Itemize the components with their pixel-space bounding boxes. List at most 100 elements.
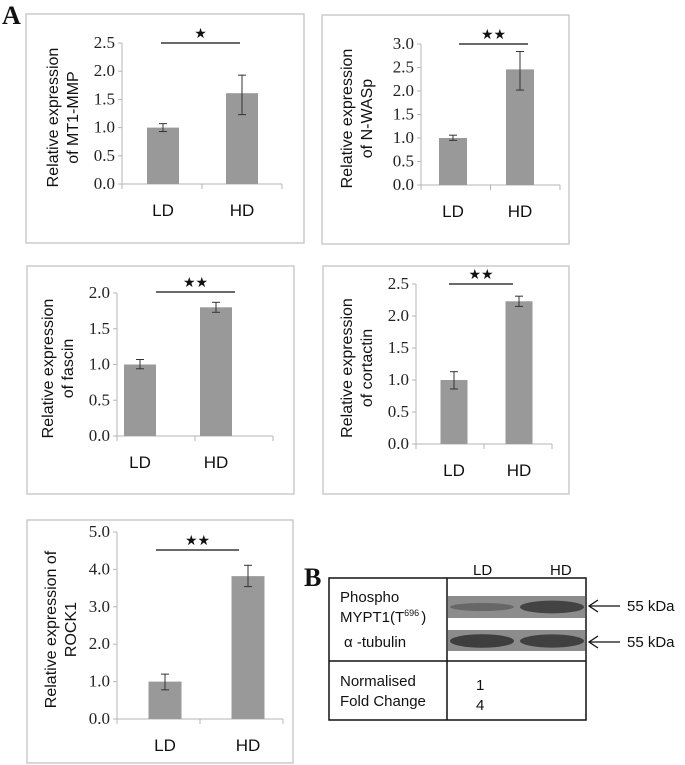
category-label-hd: HD bbox=[230, 201, 255, 220]
category-label-hd: HD bbox=[236, 736, 261, 755]
blot-column-hd: HD bbox=[550, 562, 572, 579]
blot-row1-label-line1: Phospho bbox=[340, 589, 399, 606]
fold-change-label-line2: Fold Change bbox=[340, 693, 426, 710]
bar-ld bbox=[124, 364, 156, 436]
y-axis-label: Relative expression bbox=[45, 48, 62, 188]
y-tick-label: 1.5 bbox=[393, 105, 414, 124]
y-tick-label: 1.5 bbox=[388, 338, 409, 357]
category-label-hd: HD bbox=[508, 202, 533, 221]
category-label-ld: LD bbox=[443, 461, 465, 480]
y-tick-label: 2.0 bbox=[89, 634, 110, 653]
arrow-icon bbox=[587, 635, 620, 649]
chart-frame bbox=[25, 13, 305, 244]
chart-frame bbox=[26, 519, 294, 764]
y-tick-label: 0.0 bbox=[393, 175, 414, 194]
bar-chart-3: 0.0 0.5 1.0 1.5 2.0 LD HD ★★ Relative expression… bbox=[26, 265, 295, 495]
blot-row1-marker: 55 kDa bbox=[627, 598, 675, 615]
category-label-ld: LD bbox=[129, 453, 151, 472]
y-tick-label: 2.5 bbox=[393, 58, 414, 77]
y-tick-label: 3.0 bbox=[89, 597, 110, 616]
y-tick-label: 1.5 bbox=[94, 89, 115, 108]
y-tick-label: 1.0 bbox=[89, 355, 110, 374]
blot-band-hd bbox=[520, 634, 584, 648]
y-tick-label: 5.0 bbox=[89, 522, 110, 541]
y-tick-label: 0.5 bbox=[393, 152, 414, 171]
bar-ld bbox=[147, 127, 179, 184]
y-tick-label: 1.5 bbox=[89, 319, 110, 338]
blot-strip-2 bbox=[448, 630, 585, 651]
bar-ld bbox=[439, 138, 467, 185]
y-tick-label: 2.0 bbox=[94, 61, 115, 80]
y-tick-label: 0.0 bbox=[388, 434, 409, 453]
category-label-ld: LD bbox=[154, 736, 176, 755]
category-label-ld: LD bbox=[152, 201, 174, 220]
y-tick-label: 0.5 bbox=[94, 146, 115, 165]
fold-change-value-hd: 4 bbox=[476, 697, 484, 714]
y-axis-label: of N-WASp bbox=[359, 79, 376, 159]
chart-frame bbox=[321, 14, 570, 245]
y-axis-label: Relative expression bbox=[339, 49, 356, 189]
blot-row1-label-close: ) bbox=[421, 609, 426, 626]
y-axis-label: of fascin bbox=[60, 339, 77, 399]
blot-strip-1 bbox=[448, 596, 585, 618]
blot-column-ld: LD bbox=[473, 562, 492, 579]
significance-star-icon: ★ bbox=[194, 26, 207, 42]
bar-hd bbox=[505, 301, 533, 444]
y-tick-label: 4.0 bbox=[89, 559, 110, 578]
bar-chart-1: 0.0 0.5 1.0 1.5 2.0 2.5 LD HD ★ Relative expressi… bbox=[25, 13, 305, 244]
panel-b-label: B bbox=[304, 563, 321, 592]
y-axis-label: of cortactin bbox=[359, 329, 376, 407]
bar-chart-2: 0.0 0.5 1.0 1.5 2.0 2.5 3.0 LD HD ★★ Relative expr… bbox=[321, 14, 570, 245]
blot-band-hd bbox=[520, 600, 584, 614]
y-tick-label: 1.0 bbox=[94, 118, 115, 137]
fold-change-label-line1: Normalised bbox=[340, 673, 416, 690]
y-axis-label: Relative expression bbox=[339, 298, 356, 438]
y-tick-label: 1.0 bbox=[393, 128, 414, 147]
bar-charts: 0.0 0.5 1.0 1.5 2.0 2.5 LD HD ★ Relative expressi… bbox=[25, 13, 570, 764]
y-tick-label: 2.5 bbox=[94, 33, 115, 52]
blot-row1-label-main: MYPT1(T bbox=[340, 609, 404, 626]
y-tick-label: 0.0 bbox=[89, 426, 110, 445]
y-axis-label: Relative expression of bbox=[43, 550, 60, 708]
category-label-hd: HD bbox=[507, 461, 532, 480]
bar-chart-4: 0.0 0.5 1.0 1.5 2.0 2.5 LD HD ★★ Relative express… bbox=[322, 265, 570, 495]
significance-star-icon: ★★ bbox=[183, 275, 208, 291]
significance-star-icon: ★★ bbox=[481, 27, 506, 43]
y-tick-label: 2.0 bbox=[89, 283, 110, 302]
chart-frame bbox=[26, 265, 295, 495]
y-tick-label: 0.0 bbox=[94, 174, 115, 193]
blot-row2-label: α -tubulin bbox=[344, 634, 406, 651]
category-label-ld: LD bbox=[442, 202, 464, 221]
y-tick-label: 0.0 bbox=[89, 709, 110, 728]
y-axis-label: ROCK1 bbox=[63, 602, 80, 657]
arrow-icon bbox=[587, 599, 620, 613]
blot-images bbox=[448, 596, 585, 651]
bar-hd bbox=[231, 576, 265, 719]
blot-row1-label-line2: MYPT1(T696) bbox=[340, 608, 426, 626]
y-tick-label: 3.0 bbox=[393, 34, 414, 53]
y-tick-label: 2.0 bbox=[393, 81, 414, 100]
western-blot-panel: B LD HD Phospho MYPT1(T696) α -tubulin N… bbox=[304, 562, 675, 721]
y-tick-label: 0.5 bbox=[388, 402, 409, 421]
bar-chart-5: 0.0 1.0 2.0 3.0 4.0 5.0 LD HD ★★ Relative express… bbox=[26, 519, 294, 764]
blot-band-ld bbox=[450, 603, 514, 611]
blot-row1-superscript: 696 bbox=[404, 608, 419, 618]
blot-band-ld bbox=[450, 634, 514, 648]
y-tick-label: 2.0 bbox=[388, 306, 409, 325]
bar-ld bbox=[440, 380, 468, 444]
fold-change-value-ld: 1 bbox=[476, 677, 484, 694]
y-tick-label: 1.0 bbox=[388, 370, 409, 389]
y-tick-label: 1.0 bbox=[89, 672, 110, 691]
y-tick-label: 2.5 bbox=[388, 274, 409, 293]
significance-star-icon: ★★ bbox=[185, 533, 210, 549]
y-tick-label: 0.5 bbox=[89, 390, 110, 409]
bar-hd bbox=[200, 307, 232, 436]
blot-row2-marker: 55 kDa bbox=[627, 634, 675, 651]
significance-star-icon: ★★ bbox=[468, 267, 493, 283]
category-label-hd: HD bbox=[204, 453, 229, 472]
chart-frame bbox=[322, 265, 570, 495]
panel-a-label: A bbox=[2, 1, 21, 30]
blot-table-frame bbox=[328, 577, 587, 721]
y-axis-label: of MT1-MMP bbox=[65, 71, 82, 163]
